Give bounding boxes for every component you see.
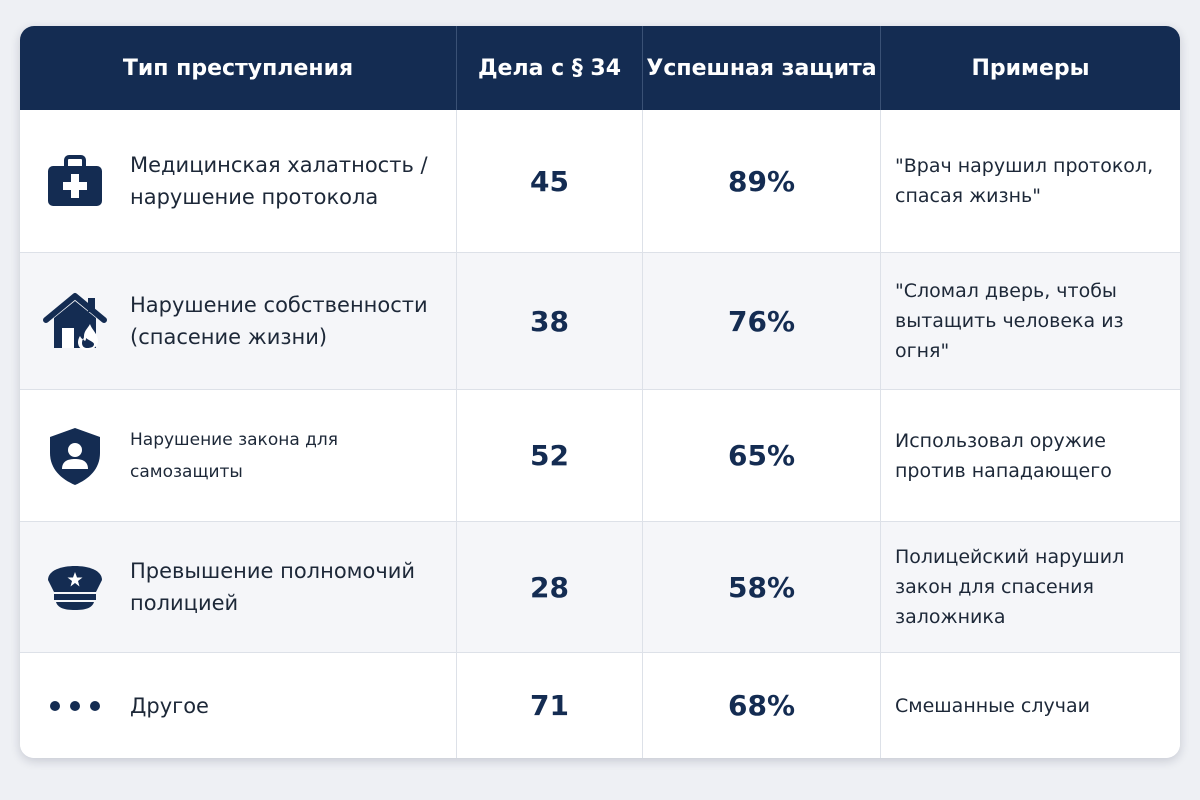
example-line: Использовал оружие (895, 429, 1106, 452)
type-label: Превышение полномочий полицией (130, 555, 415, 619)
data-table-card: Тип преступления Дела с § 34 Успешная за… (20, 26, 1180, 758)
example-line: закон для спасения (895, 576, 1094, 598)
type-label-line: Медицинская халатность / (130, 153, 428, 177)
header-cases: Дела с § 34 (457, 26, 643, 110)
example-line: заложника (895, 606, 1006, 628)
example-cell: Полицейский нарушил закон для спасения з… (881, 522, 1180, 653)
example-line: Смешанные случаи (895, 694, 1090, 717)
type-label-line: нарушение протокола (130, 185, 379, 209)
cases-value: 52 (457, 390, 643, 522)
success-value: 89% (643, 110, 881, 253)
type-label-line: Другое (130, 693, 209, 718)
more-dots-icon (42, 673, 108, 739)
cases-value: 71 (457, 653, 643, 758)
success-value: 68% (643, 653, 881, 758)
success-value: 76% (643, 253, 881, 390)
example-cell: Смешанные случаи (881, 653, 1180, 758)
success-value: 65% (643, 390, 881, 522)
example-line: вытащить человека из огня" (895, 310, 1124, 362)
type-label-line: (спасение жизни) (130, 325, 328, 349)
success-value: 58% (643, 522, 881, 653)
type-label: Другое (130, 690, 209, 722)
example-line: Полицейский нарушил (895, 546, 1125, 568)
medical-kit-icon (42, 148, 108, 214)
example-line: "Сломал дверь, чтобы (895, 280, 1117, 302)
example-cell: Использовал оружие против нападающего (881, 390, 1180, 522)
table-row-type-cell: Другое (20, 653, 457, 758)
type-label: Нарушение собственности (спасение жизни) (130, 289, 428, 353)
example-line: спасая жизнь" (895, 185, 1041, 207)
table-row-type-cell: Нарушение закона для самозащиты (20, 390, 457, 522)
example-cell: "Врач нарушил протокол, спасая жизнь" (881, 110, 1180, 253)
house-fire-icon (42, 288, 108, 354)
cases-value: 28 (457, 522, 643, 653)
header-type: Тип преступления (20, 26, 457, 110)
table-row-type-cell: Медицинская халатность / нарушение прото… (20, 110, 457, 253)
header-examples: Примеры (881, 26, 1180, 110)
table-row-type-cell: Нарушение собственности (спасение жизни) (20, 253, 457, 390)
data-table: Тип преступления Дела с § 34 Успешная за… (20, 26, 1180, 758)
type-label-line: Нарушение собственности (130, 293, 428, 317)
type-label-line: полицией (130, 591, 239, 615)
shield-person-icon (42, 423, 108, 489)
example-cell: "Сломал дверь, чтобы вытащить человека и… (881, 253, 1180, 390)
police-cap-icon (42, 554, 108, 620)
type-label: Нарушение закона для самозащиты (130, 424, 456, 488)
table-row-type-cell: Превышение полномочий полицией (20, 522, 457, 653)
cases-value: 38 (457, 253, 643, 390)
type-label-line: Нарушение закона для самозащиты (130, 429, 339, 482)
type-label-line: Превышение полномочий (130, 559, 416, 583)
example-line: против нападающего (895, 459, 1112, 482)
header-success: Успешная защита (643, 26, 881, 110)
cases-value: 45 (457, 110, 643, 253)
type-label: Медицинская халатность / нарушение прото… (130, 149, 428, 213)
example-line: "Врач нарушил протокол, (895, 155, 1154, 177)
